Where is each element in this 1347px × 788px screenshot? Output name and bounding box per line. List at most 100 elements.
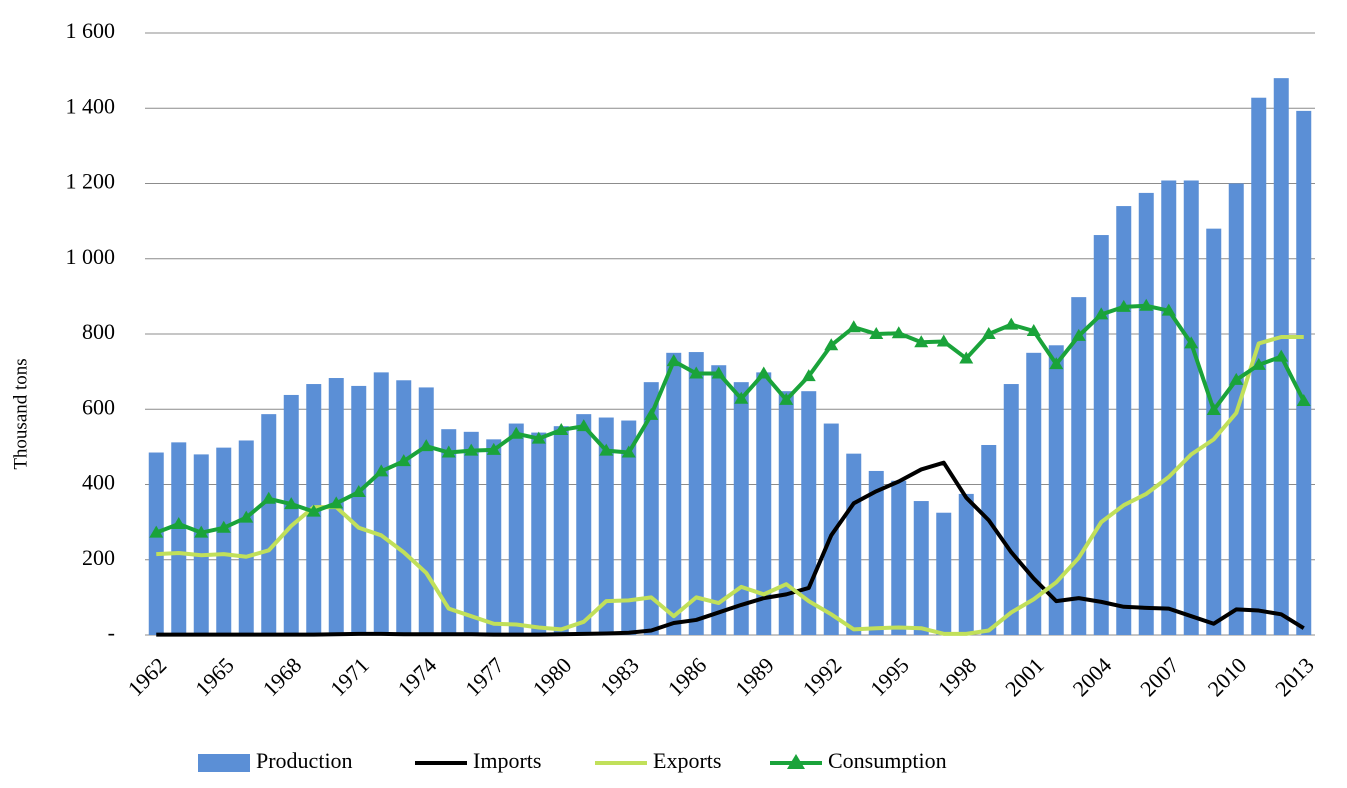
marker [239,510,254,523]
marker [509,426,524,439]
marker [1206,403,1221,416]
bar [553,426,569,635]
bar [936,512,952,635]
marker [419,439,434,452]
bar [351,385,367,635]
marker [1026,323,1041,336]
marker [464,443,479,456]
bar [1048,345,1064,635]
bar [823,423,839,635]
legend-label: Production [256,748,353,773]
x-tick-label: 2010 [1203,652,1252,701]
x-tick-label: 1986 [663,652,712,701]
marker [1161,303,1176,316]
bar [486,439,502,635]
bar [216,447,232,635]
marker [1139,298,1154,311]
bar [891,480,907,635]
bar [1206,228,1222,635]
bar [531,432,547,635]
y-tick-label: 800 [82,319,115,344]
bar [193,454,209,635]
bar [643,382,659,635]
bar [1138,192,1154,635]
marker [1251,357,1266,370]
bar [711,365,727,635]
bar [261,414,277,635]
marker [1004,317,1019,330]
marker [756,366,771,379]
marker [869,327,884,339]
x-tick-label: 1965 [190,652,239,701]
x-tick-label: 1980 [528,652,577,701]
x-tick-label: 1992 [798,652,847,701]
line [156,335,1304,636]
marker [891,326,906,339]
bar [1116,206,1132,635]
marker [1071,328,1086,341]
marker [801,369,816,382]
legend-label: Exports [653,748,721,773]
x-tick-label: 2004 [1068,652,1117,701]
marker [666,354,681,367]
bar [418,387,434,635]
y-tick-label: 400 [82,470,115,495]
marker [486,442,501,455]
marker [374,464,389,477]
bar [981,444,997,635]
y-tick-label: 1 400 [66,93,116,118]
marker [689,366,704,379]
marker [779,392,794,405]
bar [148,452,164,635]
marker [284,497,299,510]
bar [171,442,187,635]
x-tick-label: 2001 [1000,652,1049,701]
y-tick-label: 1 600 [66,18,116,43]
marker [621,445,636,458]
bar [396,380,412,635]
marker [644,407,659,420]
marker [711,366,726,379]
marker [396,454,411,467]
marker [936,334,951,347]
x-tick-label: 2013 [1270,652,1319,701]
y-axis-title: Thousand tons [10,358,31,469]
bar [958,493,974,635]
marker [1274,349,1289,362]
marker [351,485,366,498]
marker [981,327,996,339]
marker [261,491,276,504]
bar [463,431,479,635]
x-tick-label: 1995 [865,652,914,701]
bar [666,352,682,635]
x-tick-label: 1983 [595,652,644,701]
marker [1184,336,1199,349]
x-tick-label: 1989 [730,652,779,701]
x-tick-label: 1971 [325,652,374,701]
bar [778,391,794,635]
marker [554,422,569,435]
bar [1296,110,1312,636]
bar [733,382,749,635]
legend-label: Consumption [828,748,947,773]
bar [913,501,929,635]
bar [801,391,817,635]
marker [441,445,456,458]
bar [283,394,299,635]
bar [508,423,524,635]
legend-swatch [198,754,250,772]
x-tick-label: 1977 [460,652,509,701]
bar [1071,297,1087,635]
x-tick-label: 2007 [1135,652,1184,701]
line [155,303,1306,535]
legend-label: Imports [473,748,541,773]
marker [846,320,861,333]
line [156,460,1305,637]
marker [734,391,749,404]
bar [373,372,389,635]
marker [1094,307,1109,320]
bar [846,453,862,635]
bar [688,352,704,635]
bar [1026,352,1042,635]
